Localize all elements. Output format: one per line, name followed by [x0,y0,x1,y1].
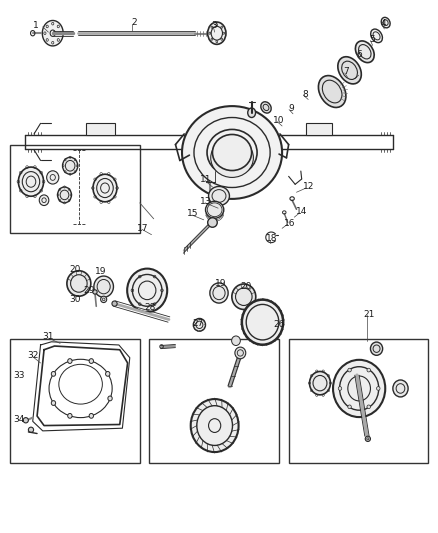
Text: 5: 5 [369,35,375,44]
Bar [10,339,140,463]
Ellipse shape [89,359,93,364]
Ellipse shape [28,427,34,432]
Text: 28: 28 [145,303,156,312]
Text: 11: 11 [200,174,212,183]
Text: 31: 31 [42,332,54,341]
Ellipse shape [235,347,246,359]
Text: 13: 13 [200,197,212,206]
Text: 9: 9 [288,104,294,113]
Text: 16: 16 [284,219,295,228]
Ellipse shape [182,106,282,199]
Text: 17: 17 [137,224,148,233]
Ellipse shape [371,29,382,43]
Ellipse shape [338,56,361,84]
Bar [86,123,115,135]
Ellipse shape [381,18,390,28]
Text: 18: 18 [266,235,278,244]
Ellipse shape [47,171,59,184]
Ellipse shape [89,414,93,418]
Ellipse shape [39,195,49,206]
Text: 1: 1 [33,21,39,30]
Ellipse shape [112,301,117,306]
Ellipse shape [208,187,230,206]
Text: 20: 20 [70,265,81,273]
Ellipse shape [232,284,256,310]
Ellipse shape [377,386,380,390]
Text: 12: 12 [303,182,314,191]
Text: 15: 15 [187,209,199,218]
Bar [149,339,279,463]
Ellipse shape [211,138,253,177]
Ellipse shape [193,318,205,331]
Ellipse shape [108,396,112,401]
Text: 19: 19 [95,268,106,276]
Ellipse shape [101,296,107,303]
Text: 3: 3 [212,21,218,30]
Text: 10: 10 [273,116,285,125]
Ellipse shape [248,108,255,117]
Text: 34: 34 [13,415,25,424]
Bar [306,123,332,135]
Ellipse shape [318,76,346,108]
Ellipse shape [42,20,63,46]
Text: 30: 30 [70,295,81,304]
Ellipse shape [68,414,72,418]
Text: 29: 29 [84,286,95,295]
Ellipse shape [63,157,78,174]
Ellipse shape [51,401,56,406]
Bar [10,144,140,233]
Bar [289,339,428,463]
Ellipse shape [210,283,228,303]
Ellipse shape [208,22,226,44]
Text: 26: 26 [273,320,285,329]
Text: 27: 27 [192,319,204,328]
Ellipse shape [127,269,167,312]
Ellipse shape [93,290,97,294]
Text: 21: 21 [364,310,375,319]
Ellipse shape [261,102,271,113]
Ellipse shape [94,276,113,297]
Ellipse shape [355,41,374,62]
Ellipse shape [51,372,56,376]
Ellipse shape [367,368,371,372]
Ellipse shape [333,360,385,417]
Ellipse shape [310,372,330,395]
Ellipse shape [106,372,110,376]
Ellipse shape [68,359,72,364]
Ellipse shape [367,405,371,409]
Ellipse shape [232,336,240,345]
Ellipse shape [205,201,224,218]
Ellipse shape [371,342,383,356]
Text: 19: 19 [215,279,227,288]
Ellipse shape [93,174,117,202]
Ellipse shape [57,187,71,203]
Text: 14: 14 [296,207,307,216]
Ellipse shape [348,368,351,372]
Ellipse shape [365,436,371,441]
Ellipse shape [18,167,44,196]
Text: 7: 7 [344,67,350,76]
Text: 32: 32 [27,351,39,360]
Ellipse shape [242,300,283,345]
Text: 2: 2 [131,18,137,27]
Ellipse shape [348,405,351,409]
Text: 8: 8 [302,90,308,99]
Ellipse shape [23,418,28,423]
Ellipse shape [212,134,252,171]
Ellipse shape [191,399,239,452]
Ellipse shape [338,386,342,390]
Ellipse shape [67,271,91,296]
Ellipse shape [208,217,217,227]
Text: 4: 4 [381,19,386,28]
Text: 6: 6 [356,50,362,59]
Ellipse shape [393,380,408,397]
Text: 20: 20 [240,282,252,291]
Text: 33: 33 [13,370,25,379]
